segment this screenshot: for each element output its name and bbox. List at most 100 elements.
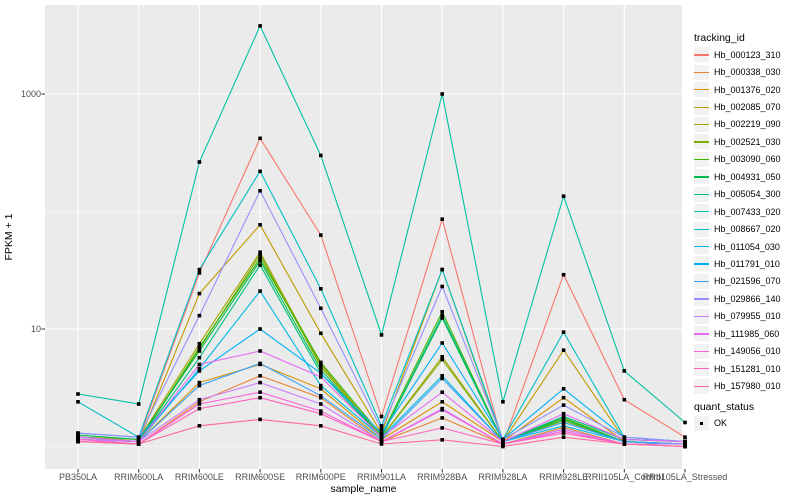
legend-item: Hb_021596_070 bbox=[694, 273, 800, 290]
data-point bbox=[76, 433, 80, 437]
data-point bbox=[258, 263, 262, 267]
data-point bbox=[319, 367, 323, 372]
data-point bbox=[561, 435, 566, 439]
data-point bbox=[258, 189, 262, 193]
data-point bbox=[683, 435, 687, 439]
data-point bbox=[136, 439, 141, 444]
data-point bbox=[197, 267, 202, 272]
legend-key-swatch bbox=[694, 343, 709, 359]
data-point bbox=[440, 217, 444, 221]
legend-item: Hb_003090_060 bbox=[694, 151, 800, 168]
data-point bbox=[136, 435, 141, 439]
data-point bbox=[76, 435, 80, 439]
panel-background bbox=[45, 5, 682, 469]
data-point bbox=[197, 397, 202, 402]
data-point bbox=[561, 387, 566, 391]
data-point bbox=[319, 364, 323, 369]
x-tick-label: RRIM928BA bbox=[417, 472, 468, 482]
legend-key-swatch bbox=[694, 361, 709, 377]
data-point bbox=[379, 442, 384, 446]
data-point bbox=[319, 233, 323, 237]
data-point bbox=[440, 92, 444, 96]
legend-item: Hb_111985_060 bbox=[694, 325, 800, 342]
data-point bbox=[197, 424, 202, 428]
data-point bbox=[501, 437, 505, 442]
legend-item: Hb_002085_070 bbox=[694, 98, 800, 115]
x-tick-label: RRIM901LA bbox=[356, 472, 407, 482]
legend-item: Hb_157980_010 bbox=[694, 377, 800, 394]
data-point bbox=[440, 438, 444, 442]
data-point bbox=[136, 402, 141, 406]
data-point bbox=[683, 444, 687, 449]
legend-key-line-icon bbox=[694, 211, 709, 213]
data-point bbox=[319, 371, 323, 376]
data-point bbox=[197, 271, 202, 275]
data-point bbox=[622, 397, 627, 402]
legend-item: Hb_002521_030 bbox=[694, 133, 800, 150]
legend-title-tracking-id: tracking_id bbox=[694, 32, 745, 44]
legend-items: Hb_000123_310 Hb_000338_030 Hb_001376_020 H… bbox=[694, 46, 800, 395]
data-point bbox=[561, 330, 566, 334]
legend-key-swatch bbox=[694, 64, 709, 80]
data-point bbox=[258, 259, 262, 263]
data-point bbox=[379, 437, 384, 442]
legend-key-line-icon bbox=[694, 89, 709, 91]
data-point bbox=[319, 409, 323, 413]
data-point bbox=[319, 402, 323, 406]
data-point bbox=[501, 442, 505, 446]
data-point bbox=[258, 417, 262, 422]
data-point bbox=[561, 417, 566, 422]
legend: tracking_id Hb_000123_310 Hb_000338_030 Hb… bbox=[694, 0, 800, 432]
legend-key-line-icon bbox=[694, 333, 709, 335]
data-point bbox=[319, 362, 323, 367]
data-point bbox=[561, 411, 566, 416]
legend-item-label: Hb_079955_010 bbox=[714, 311, 781, 322]
data-point bbox=[258, 395, 262, 400]
y-tick-label: 10 bbox=[30, 324, 41, 334]
legend-key-line-icon bbox=[694, 54, 709, 56]
legend-item-label: Hb_149056_010 bbox=[714, 346, 781, 357]
legend-key-swatch bbox=[694, 82, 709, 98]
data-point bbox=[561, 194, 566, 198]
legend-item: Hb_004931_050 bbox=[694, 168, 800, 185]
data-point bbox=[319, 387, 323, 391]
legend-item: Hb_011791_010 bbox=[694, 255, 800, 272]
data-point bbox=[683, 442, 687, 446]
data-point bbox=[197, 349, 202, 353]
x-tick-label: RRII105LA_Control bbox=[585, 472, 664, 482]
legend-key-line-icon bbox=[694, 246, 709, 248]
data-point bbox=[622, 437, 627, 442]
legend-item-label: Hb_007433_020 bbox=[714, 206, 781, 217]
data-point bbox=[440, 316, 444, 320]
data-point bbox=[561, 414, 566, 419]
legend-key-line-icon bbox=[694, 315, 709, 318]
data-point bbox=[561, 272, 566, 277]
legend-item-label: Hb_002085_070 bbox=[714, 102, 781, 113]
data-point bbox=[319, 287, 323, 291]
data-point bbox=[197, 291, 202, 296]
data-point bbox=[258, 250, 262, 254]
x-tick-label: RRIM928LA bbox=[478, 472, 528, 482]
legend-item-label: Hb_005054_300 bbox=[714, 189, 781, 200]
legend-key-swatch bbox=[694, 169, 709, 185]
data-point bbox=[561, 420, 566, 425]
data-point bbox=[561, 403, 566, 407]
data-point bbox=[76, 437, 80, 442]
x-tick-label: PB350LA bbox=[58, 472, 98, 482]
legend-key-swatch bbox=[694, 99, 709, 115]
data-point bbox=[319, 395, 323, 400]
data-point bbox=[258, 24, 262, 28]
x-tick-label: RRIM600SE bbox=[235, 472, 286, 482]
legend-key-line-icon bbox=[694, 298, 709, 300]
data-point bbox=[622, 435, 627, 439]
legend-key-swatch bbox=[694, 221, 709, 237]
data-point bbox=[319, 306, 323, 311]
legend-item: Hb_000338_030 bbox=[694, 63, 800, 80]
data-point bbox=[379, 433, 384, 437]
legend-key-line-icon bbox=[694, 141, 709, 143]
data-point bbox=[197, 400, 202, 404]
legend-item-label: Hb_003090_060 bbox=[714, 154, 781, 165]
legend-key-line-icon bbox=[694, 263, 709, 265]
legend-key-swatch bbox=[694, 186, 709, 202]
legend-item-label: Hb_011054_030 bbox=[714, 241, 780, 252]
